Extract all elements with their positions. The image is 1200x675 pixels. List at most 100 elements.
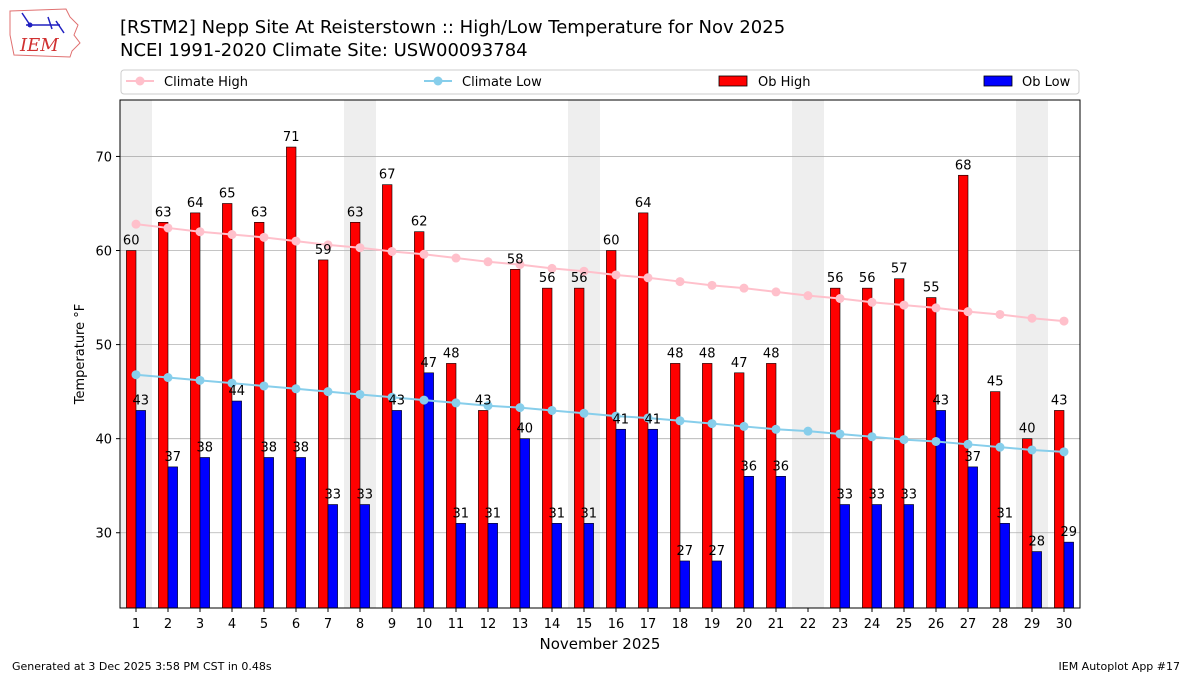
ob-high-bar-30 (1054, 410, 1065, 609)
generated-footer: Generated at 3 Dec 2025 3:58 PM CST in 0… (12, 660, 272, 673)
ob-high-bar-14 (542, 287, 553, 609)
ob-high-bar-2 (158, 221, 169, 609)
plot-frame (119, 99, 1081, 609)
x-tick-label-6: 6 (292, 617, 300, 632)
legend-ob-low-swatch (983, 75, 1013, 87)
climate-high-point-17 (643, 273, 653, 283)
ob-low-bar-25 (903, 504, 914, 609)
climate-high-point-20 (739, 283, 749, 293)
ob-low-label-19: 27 (709, 544, 726, 559)
climate-low-point-20 (739, 421, 749, 431)
ob-high-label-9: 67 (379, 168, 396, 183)
ob-high-bar-26 (926, 297, 937, 609)
climate-low-point-1 (131, 370, 141, 380)
climate-low-point-6 (291, 384, 301, 394)
climate-high-point-13 (515, 260, 525, 270)
ob-high-bar-4 (222, 203, 233, 609)
ob-high-label-18: 48 (667, 346, 684, 361)
ob-high-label-17: 64 (635, 196, 652, 211)
climate-low-point-4 (227, 378, 237, 388)
x-tick-label-23: 23 (832, 617, 849, 632)
ob-high-bar-3 (190, 212, 201, 609)
climate-high-point-12 (483, 257, 493, 267)
ob-low-bar-4 (231, 400, 242, 609)
ob-low-bar-5 (263, 457, 274, 609)
ob-low-bar-11 (455, 523, 466, 609)
shade-day-22 (792, 100, 824, 608)
ob-low-bar-8 (359, 504, 370, 609)
ob-high-label-16: 60 (603, 234, 620, 249)
ob-low-bar-13 (519, 438, 530, 609)
climate-low-point-30 (1059, 447, 1069, 457)
ob-low-bar-16 (615, 428, 626, 609)
ob-low-bar-30 (1063, 541, 1074, 609)
ob-low-label-29: 28 (1029, 535, 1046, 550)
climate-low-point-14 (547, 405, 557, 415)
climate-high-point-18 (675, 277, 685, 287)
ob-low-label-23: 33 (837, 488, 854, 503)
climate-low-point-7 (323, 387, 333, 397)
ob-low-bar-17 (647, 428, 658, 609)
ob-high-bar-24 (862, 287, 873, 609)
climate-high-point-25 (899, 300, 909, 310)
climate-low-point-17 (643, 413, 653, 423)
climate-low-point-25 (899, 435, 909, 445)
ob-high-label-5: 63 (251, 205, 268, 220)
x-tick-label-7: 7 (324, 617, 332, 632)
x-tick-label-18: 18 (672, 617, 689, 632)
ob-high-label-14: 56 (539, 271, 556, 286)
climate-high-point-11 (451, 253, 461, 263)
ob-low-bar-12 (487, 523, 498, 609)
ob-low-label-27: 37 (965, 450, 982, 465)
ob-high-bar-23 (830, 287, 841, 609)
legend-item-climate-high: Climate High (126, 75, 248, 90)
ob-low-label-3: 38 (197, 440, 214, 455)
climate-low-point-9 (387, 392, 397, 402)
ob-high-label-8: 63 (347, 205, 364, 220)
ob-low-bar-19 (711, 560, 722, 609)
ob-high-bar-8 (350, 221, 361, 609)
x-tick-label-1: 1 (132, 617, 140, 632)
ob-high-label-24: 56 (859, 271, 876, 286)
climate-low-point-28 (995, 442, 1005, 452)
ob-high-bar-16 (606, 250, 617, 609)
ob-low-bar-21 (775, 475, 786, 609)
legend-ob-low-label: Ob Low (1022, 75, 1071, 90)
ob-low-label-21: 36 (773, 459, 790, 474)
ob-low-label-16: 41 (613, 412, 630, 427)
legend-ob-high-label: Ob High (758, 75, 811, 90)
legend-climate-high-marker (135, 76, 145, 86)
ob-high-label-27: 68 (955, 158, 972, 173)
climate-high-point-2 (163, 223, 173, 233)
ob-low-label-5: 38 (261, 440, 278, 455)
x-tick-label-24: 24 (864, 617, 881, 632)
legend-climate-low-label: Climate Low (462, 75, 542, 90)
ob-high-bar-21 (766, 363, 777, 609)
ob-high-bar-19 (702, 363, 713, 609)
ob-low-bar-14 (551, 523, 562, 609)
climate-low-point-11 (451, 398, 461, 408)
climate-low-point-27 (963, 439, 973, 449)
ob-high-bar-20 (734, 372, 745, 609)
ob-high-bar-5 (254, 221, 265, 609)
climate-low-point-26 (931, 436, 941, 446)
x-tick-label-21: 21 (768, 617, 785, 632)
ob-low-bar-7 (327, 504, 338, 609)
x-tick-label-17: 17 (640, 617, 657, 632)
ob-low-bar-18 (679, 560, 690, 609)
ob-high-label-10: 62 (411, 215, 428, 230)
ob-low-label-1: 43 (133, 393, 150, 408)
climate-high-point-7 (323, 240, 333, 250)
x-tick-label-3: 3 (196, 617, 204, 632)
ob-low-label-20: 36 (741, 459, 758, 474)
ob-low-bar-10 (423, 372, 434, 609)
climate-low-point-29 (1027, 445, 1037, 455)
ob-low-label-12: 31 (485, 506, 502, 521)
ob-high-label-11: 48 (443, 346, 460, 361)
x-tick-label-29: 29 (1024, 617, 1041, 632)
y-tick-label-30: 30 (95, 527, 112, 542)
ob-high-label-4: 65 (219, 186, 236, 201)
x-tick-label-16: 16 (608, 617, 625, 632)
climate-low-line (135, 373, 1065, 453)
climate-high-point-27 (963, 307, 973, 317)
